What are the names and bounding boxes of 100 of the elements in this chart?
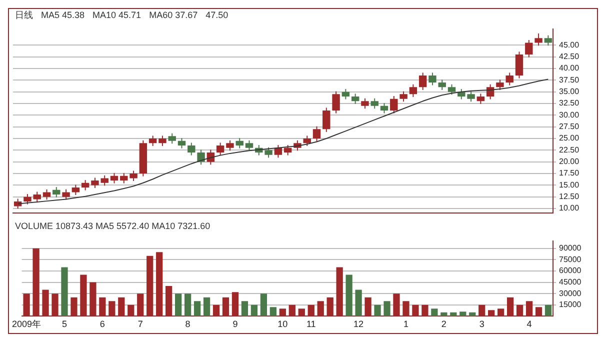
candlestick — [342, 88, 350, 100]
candlestick — [158, 135, 166, 146]
bar — [506, 297, 514, 316]
x-tick-label: 12 — [354, 319, 364, 330]
candlestick — [361, 98, 369, 110]
candlestick — [312, 126, 321, 142]
bar — [108, 301, 116, 316]
candlestick — [332, 90, 340, 114]
bar — [52, 294, 58, 316]
y-tick-label: 12.50 — [559, 192, 580, 202]
bar — [241, 301, 248, 316]
text: MA5 45.38 — [41, 10, 85, 20]
bar — [23, 294, 30, 316]
x-tick-label: 3 — [479, 319, 484, 330]
y-tick-label: 37.50 — [559, 75, 580, 84]
bar — [232, 292, 239, 316]
chart-title: 日线 — [15, 10, 33, 20]
bar — [431, 308, 438, 316]
bar — [402, 301, 410, 316]
candlestick — [245, 140, 254, 152]
candlestick — [72, 184, 80, 196]
y-tick-label: 15000 — [559, 300, 582, 310]
bar — [80, 274, 87, 316]
x-tick-label: 7 — [138, 319, 143, 330]
y-tick-label: 45000 — [559, 277, 582, 286]
candlestick — [428, 72, 436, 86]
x-tick-label: 1 — [403, 319, 408, 330]
candlestick — [380, 102, 388, 114]
bar — [544, 304, 552, 316]
bar — [90, 282, 96, 316]
candlestick — [52, 186, 60, 198]
candlestick — [148, 135, 157, 146]
candlestick — [525, 40, 533, 58]
y-tick-label: 40.00 — [559, 64, 580, 73]
x-tick-label: 8 — [185, 319, 190, 330]
y-tick-label: 30.00 — [559, 110, 580, 120]
text: VOLUME 10873.43 MA5 5572.40 MA10 7321.60 — [15, 221, 210, 231]
x-tick-label: 2 — [441, 319, 446, 330]
bar — [250, 304, 258, 316]
bar — [42, 290, 49, 316]
candlestick — [390, 96, 398, 114]
candlestick — [168, 132, 176, 144]
y-tick-label: 90000 — [559, 244, 582, 253]
bar — [260, 294, 268, 316]
candlestick — [370, 98, 378, 110]
candlestick — [351, 93, 360, 104]
candlestick — [322, 107, 330, 132]
candlestick — [226, 140, 234, 152]
candlestick — [496, 79, 504, 90]
bar — [498, 308, 504, 316]
bar — [364, 297, 372, 316]
bar — [422, 304, 428, 316]
bar — [308, 304, 314, 316]
candlestick — [418, 72, 427, 90]
bar — [526, 301, 533, 316]
bar — [32, 248, 40, 316]
bar — [166, 286, 172, 316]
bar — [156, 252, 163, 316]
candlestick — [62, 188, 70, 200]
bar — [146, 256, 154, 316]
bar — [384, 301, 390, 316]
x-tick-label: 6 — [100, 319, 105, 330]
candlestick — [476, 93, 485, 104]
text: MA10 45.71 — [92, 10, 142, 20]
candlestick — [24, 194, 32, 205]
candlestick — [188, 142, 196, 156]
bar — [288, 304, 296, 316]
x-tick-label: 11 — [306, 319, 316, 330]
y-tick-label: 75000 — [559, 254, 582, 264]
candlestick — [236, 138, 244, 149]
y-tick-label: 15.00 — [559, 180, 580, 190]
candlestick — [110, 172, 118, 184]
candlestick — [91, 177, 99, 188]
candlestick — [448, 84, 456, 96]
y-tick-label: 27.50 — [559, 122, 580, 132]
bar — [469, 312, 476, 316]
bar — [478, 304, 486, 316]
bar — [279, 308, 286, 316]
y-tick-label: 32.50 — [559, 98, 580, 108]
bar — [488, 310, 495, 316]
bar — [346, 274, 352, 316]
candlestick — [534, 32, 542, 46]
y-tick-label: 22.50 — [559, 145, 580, 154]
bar — [137, 294, 144, 316]
candlestick — [178, 138, 186, 149]
bar — [355, 290, 362, 316]
bar — [99, 297, 106, 316]
candlestick — [438, 79, 446, 90]
bar — [516, 304, 524, 316]
bar — [212, 304, 220, 316]
y-tick-label: 45.00 — [559, 40, 580, 50]
candlestick — [274, 144, 282, 158]
candlestick — [197, 149, 205, 166]
y-tick-label: 35.00 — [559, 87, 580, 96]
candlestick — [303, 135, 311, 146]
bar — [61, 267, 68, 316]
y-tick-label: 25.00 — [559, 134, 580, 143]
y-tick-label: 42.50 — [559, 52, 580, 62]
candlestick — [33, 191, 41, 202]
bar — [336, 267, 343, 316]
